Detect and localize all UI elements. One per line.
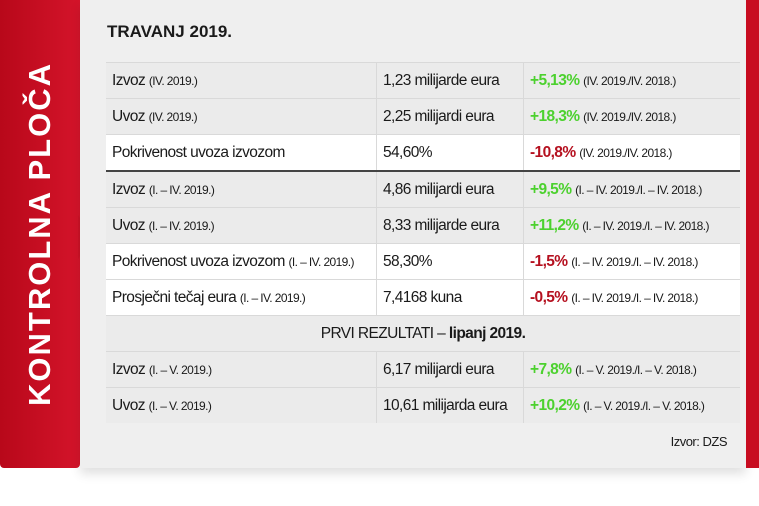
row-value: 4,86 milijardi eura: [376, 170, 524, 208]
side-title: KONTROLNA PLOČA: [22, 62, 57, 406]
label-text: Uvoz: [112, 396, 146, 414]
compare-period: (I. – IV. 2019./I. – IV. 2018.): [575, 182, 702, 197]
table-row: Pokrivenost uvoza izvozom (I. – IV. 2019…: [106, 243, 740, 280]
section-title-bold: lipanj 2019.: [448, 324, 526, 342]
label-text: Pokrivenost uvoza izvozom: [112, 143, 285, 161]
row-change: +7,8% (I. – V. 2019./I. – V. 2018.): [523, 351, 740, 388]
row-change: +5,13% (IV. 2019./IV. 2018.): [523, 62, 740, 99]
label-text: Uvoz: [112, 216, 146, 234]
trade-table: Izvoz (IV. 2019.) 1,23 milijarde eura +5…: [106, 62, 740, 423]
row-value: 6,17 milijardi eura: [376, 351, 524, 388]
table-row: Uvoz (I. – IV. 2019.) 8,33 milijarde eur…: [106, 207, 740, 244]
table-row: Prosječni tečaj eura (I. – IV. 2019.) 7,…: [106, 279, 740, 316]
row-change: +10,2% (I. – V. 2019./I. – V. 2018.): [523, 387, 740, 423]
table-row: Izvoz (I. – V. 2019.) 6,17 milijardi eur…: [106, 351, 740, 388]
row-label: Pokrivenost uvoza izvozom: [106, 134, 377, 172]
label-text: Izvoz: [112, 71, 146, 89]
period-text: (I. – V. 2019.): [148, 362, 212, 377]
row-label: Prosječni tečaj eura (I. – IV. 2019.): [106, 279, 377, 316]
period-text: (I. – V. 2019.): [148, 398, 212, 413]
compare-period: (IV. 2019./IV. 2018.): [579, 145, 672, 160]
row-label: Izvoz (IV. 2019.): [106, 62, 377, 99]
change-value: +10,2%: [530, 396, 580, 414]
section-row: PRVI REZULTATI – lipanj 2019.: [106, 315, 740, 352]
row-label: Uvoz (I. – IV. 2019.): [106, 207, 377, 244]
row-label: Uvoz (I. – V. 2019.): [106, 387, 377, 423]
period-text: (I. – IV. 2019.): [148, 218, 215, 233]
label-text: Pokrivenost uvoza izvozom: [112, 252, 285, 270]
compare-period: (I. – V. 2019./I. – V. 2018.): [583, 398, 705, 413]
period-text: (I. – IV. 2019.): [239, 290, 306, 305]
compare-period: (I. – IV. 2019./I. – IV. 2018.): [571, 254, 698, 269]
side-banner: [0, 0, 80, 468]
change-value: +7,8%: [530, 360, 572, 378]
table-row: Izvoz (I. – IV. 2019.) 4,86 milijardi eu…: [106, 170, 740, 208]
period-text: (IV. 2019.): [148, 109, 198, 124]
row-change: -10,8% (IV. 2019./IV. 2018.): [523, 134, 740, 172]
row-label: Izvoz (I. – IV. 2019.): [106, 170, 377, 208]
row-value: 54,60%: [376, 134, 524, 172]
row-change: +9,5% (I. – IV. 2019./I. – IV. 2018.): [523, 170, 740, 208]
section-heading: TRAVANJ 2019.: [107, 22, 233, 41]
table-row: Uvoz (I. – V. 2019.) 10,61 milijarda eur…: [106, 387, 740, 423]
row-change: +11,2% (I. – IV. 2019./I. – IV. 2018.): [523, 207, 740, 244]
label-text: Prosječni tečaj eura: [112, 288, 237, 306]
change-value: -1,5%: [530, 252, 568, 270]
period-text: (I. – IV. 2019.): [288, 254, 355, 269]
row-value: 1,23 milijarde eura: [376, 62, 524, 99]
compare-period: (I. – IV. 2019./I. – IV. 2018.): [571, 290, 698, 305]
compare-period: (I. – V. 2019./I. – V. 2018.): [575, 362, 697, 377]
change-value: -0,5%: [530, 288, 568, 306]
right-red-strip: [746, 0, 759, 468]
row-change: -1,5% (I. – IV. 2019./I. – IV. 2018.): [523, 243, 740, 280]
row-label: Uvoz (IV. 2019.): [106, 98, 377, 135]
label-text: Izvoz: [112, 360, 146, 378]
compare-period: (IV. 2019./IV. 2018.): [583, 109, 676, 124]
compare-period: (I. – IV. 2019./I. – IV. 2018.): [582, 218, 709, 233]
source-note: Izvor: DZS: [670, 434, 728, 449]
row-value: 58,30%: [376, 243, 524, 280]
change-value: +11,2%: [530, 216, 579, 234]
table-row: Pokrivenost uvoza izvozom 54,60% -10,8% …: [106, 134, 740, 172]
period-text: (I. – IV. 2019.): [148, 182, 215, 197]
row-label: Izvoz (I. – V. 2019.): [106, 351, 377, 388]
row-change: +18,3% (IV. 2019./IV. 2018.): [523, 98, 740, 135]
compare-period: (IV. 2019./IV. 2018.): [583, 73, 676, 88]
period-text: (IV. 2019.): [148, 73, 198, 88]
row-value: 7,4168 kuna: [376, 279, 524, 316]
change-value: +18,3%: [530, 107, 580, 125]
change-value: -10,8%: [530, 143, 576, 161]
label-text: Izvoz: [112, 180, 146, 198]
label-text: Uvoz: [112, 107, 146, 125]
table-row: Uvoz (IV. 2019.) 2,25 milijardi eura +18…: [106, 98, 740, 135]
change-value: +9,5%: [530, 180, 572, 198]
table-row: Izvoz (IV. 2019.) 1,23 milijarde eura +5…: [106, 62, 740, 99]
section-title-text: PRVI REZULTATI –: [320, 324, 449, 342]
section-title: PRVI REZULTATI – lipanj 2019.: [106, 315, 740, 352]
row-value: 10,61 milijarda eura: [376, 387, 524, 423]
row-label: Pokrivenost uvoza izvozom (I. – IV. 2019…: [106, 243, 377, 280]
change-value: +5,13%: [530, 71, 580, 89]
row-value: 2,25 milijardi eura: [376, 98, 524, 135]
row-value: 8,33 milijarde eura: [376, 207, 524, 244]
row-change: -0,5% (I. – IV. 2019./I. – IV. 2018.): [523, 279, 740, 316]
